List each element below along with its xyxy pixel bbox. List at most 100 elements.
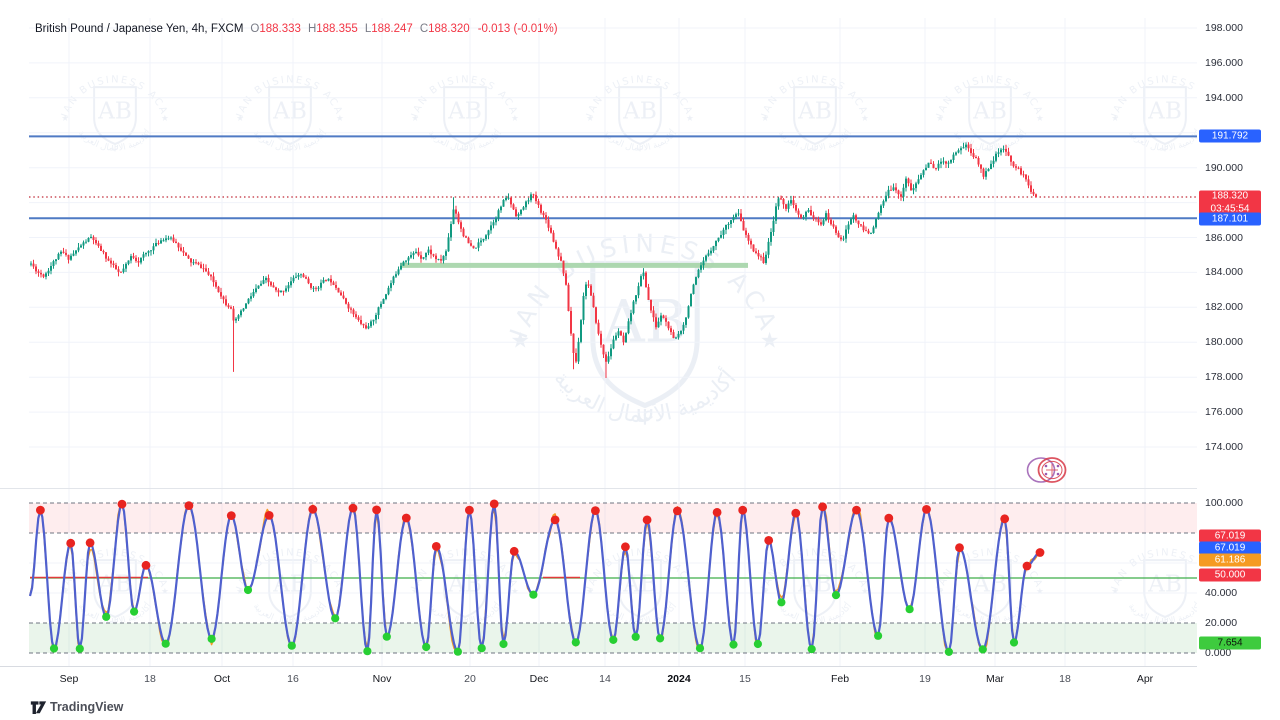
time-tick-label[interactable]: 2024: [667, 673, 691, 685]
svg-text:★: ★: [411, 114, 419, 124]
ohlc-key: H: [307, 23, 317, 35]
time-tick-label[interactable]: 18: [1059, 673, 1071, 685]
price-level-badge[interactable]: 188.320 03:45:54: [1199, 190, 1261, 216]
change-value: -0.013 (-0.01%): [477, 23, 558, 35]
ohlc-key: O: [250, 23, 260, 35]
svg-text:★: ★: [236, 587, 244, 597]
osc-value-badge[interactable]: 67.019: [1199, 529, 1261, 543]
price-tick-label: 196.000: [1205, 56, 1243, 69]
signal-dots: [36, 499, 1045, 656]
watermark-stamp: ARABIAN BUSINESS ACADEMY أكاديمية الأعما…: [402, 49, 519, 155]
price-tick-label: 182.000: [1205, 301, 1243, 314]
svg-text:★: ★: [761, 114, 769, 124]
time-tick-label[interactable]: 16: [287, 673, 299, 685]
time-tick-label[interactable]: 15: [739, 673, 751, 685]
osc-tick-label: 0.000: [1205, 647, 1232, 659]
svg-text:★: ★: [1111, 114, 1119, 124]
price-tick-label: 178.000: [1205, 371, 1243, 384]
price-level-badge[interactable]: 187.101: [1199, 212, 1261, 225]
time-tick-label[interactable]: Feb: [830, 673, 850, 685]
osc-tick-label: 20.000: [1205, 617, 1238, 629]
time-tick-label[interactable]: Apr: [1136, 673, 1154, 685]
time-tick-label[interactable]: Mar: [985, 673, 1005, 685]
svg-text:AB: AB: [602, 288, 688, 356]
svg-text:AB: AB: [447, 97, 482, 124]
svg-text:Ψ: Ψ: [287, 145, 294, 155]
overbought-band: [29, 503, 1197, 533]
svg-text:★: ★: [1036, 114, 1044, 124]
time-tick-label[interactable]: Dec: [529, 673, 549, 685]
svg-text:★: ★: [586, 587, 594, 597]
watermark-stamp: ARABIAN BUSINESS ACADEMY أكاديمية الأعما…: [927, 522, 1044, 628]
price-tick-label: 194.000: [1205, 91, 1243, 104]
svg-text:★: ★: [161, 587, 169, 597]
osc-value-badge[interactable]: 50.000: [1199, 568, 1261, 582]
svg-text:★: ★: [61, 587, 69, 597]
svg-text:★: ★: [936, 114, 944, 124]
svg-text:★: ★: [61, 114, 69, 124]
time-tick-label[interactable]: 20: [464, 673, 476, 685]
symbol-title: British Pound / Japanese Yen, 4h, FXCM: [35, 23, 244, 35]
watermark-stamp: ARABIAN BUSINESS ACADEMY أكاديمية الأعما…: [927, 49, 1044, 155]
ohlc-key: L: [364, 23, 372, 35]
watermark-stamp: ARABIAN BUSINESS ACADEMY أكاديمية الأعما…: [1102, 49, 1197, 155]
oscillator-pane[interactable]: ARABIAN BUSINESS ACADEMY أكاديمية الأعما…: [0, 489, 1197, 666]
svg-text:★: ★: [161, 114, 169, 124]
svg-text:★: ★: [511, 587, 519, 597]
time-tick-label[interactable]: Nov: [372, 673, 392, 685]
svg-text:AB: AB: [272, 97, 307, 124]
price-tick-label: 198.000: [1205, 22, 1243, 34]
svg-text:★: ★: [686, 114, 694, 124]
svg-text:Ψ: Ψ: [1162, 145, 1169, 155]
symbol-info-bar[interactable]: British Pound / Japanese Yen, 4h, FXCM O1…: [35, 23, 558, 35]
time-tick-label[interactable]: Sep: [59, 673, 79, 685]
osc-value-badge[interactable]: 67.019: [1199, 541, 1261, 555]
time-tick-label[interactable]: 14: [599, 673, 611, 685]
svg-text:Ψ: Ψ: [637, 145, 644, 155]
tradingview-logo-icon[interactable]: [30, 700, 47, 715]
svg-text:★: ★: [936, 587, 944, 597]
svg-text:Ψ: Ψ: [987, 145, 994, 155]
ohlc-value: 188.320: [428, 23, 470, 35]
watermark-stamp: ARABIAN BUSINESS ACADEMY أكاديمية الأعما…: [577, 49, 694, 155]
mini-seal: [1026, 457, 1067, 483]
time-tick-label[interactable]: 18: [144, 673, 156, 685]
svg-text:★: ★: [760, 329, 780, 354]
time-axis[interactable]: Sep 18 Oct 16 Nov 20 Dec 14 2024 15 Feb 19 Mar 18 Apr: [0, 666, 1280, 697]
svg-text:★: ★: [586, 114, 594, 124]
svg-text:★: ★: [761, 587, 769, 597]
svg-text:★: ★: [1111, 587, 1119, 597]
watermark-stamp: ARABIAN BUSINESS ACADEMY أكاديمية الأعما…: [227, 49, 344, 155]
time-axis-separator: [0, 666, 1280, 667]
time-tick-label[interactable]: Oct: [213, 673, 231, 685]
svg-text:AB: AB: [97, 97, 132, 124]
svg-text:★: ★: [1036, 587, 1044, 597]
ohlc-key: C: [419, 23, 429, 35]
svg-text:Ψ: Ψ: [636, 405, 653, 430]
osc-value-badge[interactable]: 7.654: [1199, 636, 1261, 650]
osc-tick-label: 100.000: [1205, 497, 1243, 509]
ohlc-value: 188.333: [259, 23, 301, 35]
price-level-badge[interactable]: 191.792: [1199, 129, 1261, 143]
ohlc-value: 188.355: [316, 23, 358, 35]
price-tick-label: 186.000: [1205, 231, 1243, 244]
price-tick-label: 190.000: [1205, 161, 1243, 174]
price-pane[interactable]: ARABIAN BUSINESS ACADEMY أكاديمية الأعما…: [0, 0, 1197, 488]
attribution-bar: TradingView: [0, 697, 1280, 720]
watermark-stamp: ARABIAN BUSINESS ACADEMY أكاديمية الأعما…: [577, 522, 694, 628]
price-axis[interactable]: 198.000 196.000 194.000 190.000 186.000 184.0…: [1197, 0, 1280, 697]
price-tick-label: 176.000: [1205, 406, 1243, 419]
svg-text:Ψ: Ψ: [462, 145, 469, 155]
price-tick-label: 180.000: [1205, 336, 1243, 349]
osc-value-badge[interactable]: 61.186: [1199, 553, 1261, 567]
svg-text:★: ★: [861, 114, 869, 124]
time-tick-label[interactable]: 19: [919, 673, 931, 685]
pane-separator: [0, 488, 1280, 489]
svg-text:★: ★: [861, 587, 869, 597]
svg-text:★: ★: [236, 114, 244, 124]
tradingview-brand[interactable]: TradingView: [50, 700, 124, 714]
svg-text:★: ★: [511, 114, 519, 124]
svg-text:Ψ: Ψ: [812, 145, 819, 155]
osc-tick-label: 40.000: [1205, 587, 1238, 599]
